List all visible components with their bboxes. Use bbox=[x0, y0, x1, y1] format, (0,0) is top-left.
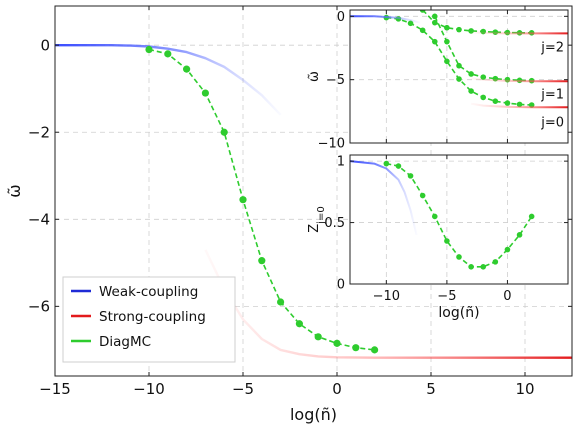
inset-Z-plot-area bbox=[350, 155, 568, 284]
inset-omega-ylabel: ω̃ bbox=[307, 71, 322, 82]
main-ytick-label: −2 bbox=[28, 123, 50, 141]
main-xtick-label: −15 bbox=[39, 380, 71, 398]
main-series-diagmc-point-10 bbox=[333, 339, 341, 347]
main-series-diagmc-point-2 bbox=[183, 65, 191, 73]
main-xtick-label: 5 bbox=[426, 380, 436, 398]
inset-omega-series-j-0-point-8 bbox=[480, 94, 487, 101]
inset-Z-series-diagmc-point-2 bbox=[407, 173, 414, 179]
inset-omega-series-j-0-point-2 bbox=[407, 20, 414, 27]
inset-Z-series-diagmc-point-8 bbox=[480, 264, 487, 270]
main-ylabel: ω̃ bbox=[5, 184, 24, 197]
main-series-diagmc-point-5 bbox=[239, 196, 247, 204]
inset-omega-series-j-1-point-3 bbox=[468, 71, 474, 77]
inset-Z-ylabel-sub: j=0 bbox=[316, 206, 327, 225]
inset-Z-frame bbox=[349, 154, 569, 285]
inset-Z-series-diagmc-point-4 bbox=[431, 213, 438, 220]
inset-Z-series-diagmc-point-6 bbox=[456, 254, 462, 260]
inset-omega-series-j-0-point-7 bbox=[468, 88, 474, 94]
legend-label-0: Weak-coupling bbox=[99, 284, 198, 300]
main-series-diagmc-point-0 bbox=[145, 45, 153, 54]
inset-Z-ytick-label: 0.5 bbox=[324, 216, 345, 231]
inset-omega-ytick-label: 0 bbox=[337, 10, 345, 25]
inset-Z-series-diagmc-point-7 bbox=[468, 264, 474, 270]
inset-Z-series-diagmc-point-11 bbox=[516, 232, 523, 238]
inset-omega-series-j-1-point-0 bbox=[431, 13, 438, 20]
main-series-diagmc-point-7 bbox=[277, 298, 285, 306]
inset-curve-label-j-2: j=2 bbox=[540, 41, 564, 56]
main-series-diagmc-point-3 bbox=[201, 89, 209, 97]
main-series-diagmc-point-4 bbox=[220, 128, 228, 136]
inset-omega-ytick-label: −10 bbox=[318, 137, 345, 152]
inset-omega-plot: 0 −5 −10 ω̃ j=2 j=1 j=0 bbox=[307, 9, 569, 152]
inset-Z-series-weak-coupling-line bbox=[350, 160, 418, 236]
inset-Z-ytick-label: 0 bbox=[337, 278, 345, 293]
legend-label-2: DiagMC bbox=[99, 334, 151, 350]
inset-omega-series-group bbox=[350, 10, 568, 109]
inset-omega-series-strong-coupling-j-1-line bbox=[470, 77, 568, 83]
main-xtick-label: −5 bbox=[232, 380, 254, 398]
main-xtick-label: 10 bbox=[515, 380, 534, 398]
main-frame bbox=[54, 5, 573, 377]
legend-label-1: Strong-coupling bbox=[99, 309, 206, 325]
inset-Z-xtick-label: −5 bbox=[437, 289, 456, 304]
inset-omega-ytick-label: −5 bbox=[326, 73, 345, 88]
inset-Z-ylabel-base: Z bbox=[307, 224, 322, 233]
main-series-diagmc-point-6 bbox=[258, 257, 266, 265]
inset-Z-series-diagmc-point-5 bbox=[444, 238, 450, 244]
inset-omega-series-j-1-point-4 bbox=[480, 74, 487, 80]
inset-omega-frame bbox=[349, 9, 569, 144]
inset-Z-ylabel: Zj=0 bbox=[307, 206, 327, 232]
inset-Z-series-diagmc-point-1 bbox=[395, 163, 402, 169]
inset-omega-series-j-0-point-3 bbox=[419, 27, 426, 34]
inset-Z-xlabel: log(ñ) bbox=[438, 305, 479, 321]
inset-Z-xtick-label: 0 bbox=[503, 289, 511, 304]
main-ytick-label: −6 bbox=[28, 298, 50, 316]
main-xtick-label: 0 bbox=[332, 380, 342, 398]
main-series-weak-coupling-line bbox=[55, 44, 282, 116]
inset-omega-series-strong-coupling-j-0-line bbox=[470, 102, 568, 109]
inset-omega-series-j-2-point-2 bbox=[444, 24, 450, 31]
main-series-diagmc-point-11 bbox=[352, 344, 360, 352]
inset-omega-series-weak-coupling-line bbox=[350, 15, 421, 24]
main-series-diagmc-point-9 bbox=[314, 333, 322, 341]
main-ytick-label: −4 bbox=[28, 211, 50, 229]
inset-omega-series-strong-coupling-j-2-line bbox=[471, 31, 568, 35]
main-ytick-label: 0 bbox=[40, 36, 50, 54]
inset-omega-series-j-0-point-9 bbox=[492, 98, 499, 104]
main-xlabel: log(ñ) bbox=[290, 405, 337, 424]
inset-Z-series-group bbox=[350, 160, 568, 270]
inset-omega-series-j-1-point-2 bbox=[456, 62, 462, 69]
legend: Weak-coupling Strong-coupling DiagMC bbox=[62, 276, 236, 363]
inset-omega-series-j-0-point-5 bbox=[444, 58, 450, 65]
inset-omega-series-j-2-point-1 bbox=[431, 19, 438, 26]
inset-omega-series-j-0-point-11 bbox=[516, 101, 523, 108]
main-series-diagmc-point-1 bbox=[164, 50, 172, 58]
inset-omega-series-j-2-point-3 bbox=[456, 26, 462, 33]
inset-curve-label-j-0: j=0 bbox=[540, 115, 564, 130]
inset-Z-ytick-label: 1 bbox=[337, 155, 345, 170]
inset-Z-series-diagmc-point-10 bbox=[504, 246, 511, 253]
inset-z-plot: −10 −5 0 0 0.5 1 log(ñ) Zj=0 bbox=[307, 154, 569, 321]
main-series-group bbox=[55, 44, 572, 359]
legend-box bbox=[62, 276, 236, 363]
inset-Z-series-diagmc-point-0 bbox=[383, 160, 390, 167]
inset-omega-series-j-1-point-1 bbox=[444, 38, 450, 45]
inset-omega-series-j-0-point-10 bbox=[504, 100, 511, 106]
inset-omega-series-j-0-point-4 bbox=[431, 38, 438, 45]
main-series-strong-coupling-line bbox=[204, 249, 572, 359]
main-series-diagmc-point-8 bbox=[295, 320, 303, 328]
main-series-diagmc-point-12 bbox=[371, 346, 379, 354]
main-xtick-label: −10 bbox=[133, 380, 165, 398]
inset-omega-series-j-2-point-0 bbox=[419, 10, 426, 13]
inset-Z-series-diagmc-point-12 bbox=[528, 213, 535, 220]
inset-omega-series-j-0-point-6 bbox=[456, 76, 462, 82]
inset-Z-xtick-label: −10 bbox=[373, 289, 400, 304]
inset-Z-series-diagmc-point-9 bbox=[492, 259, 499, 265]
inset-Z-series-diagmc-point-3 bbox=[419, 192, 426, 199]
inset-curve-label-j-1: j=1 bbox=[540, 88, 564, 103]
